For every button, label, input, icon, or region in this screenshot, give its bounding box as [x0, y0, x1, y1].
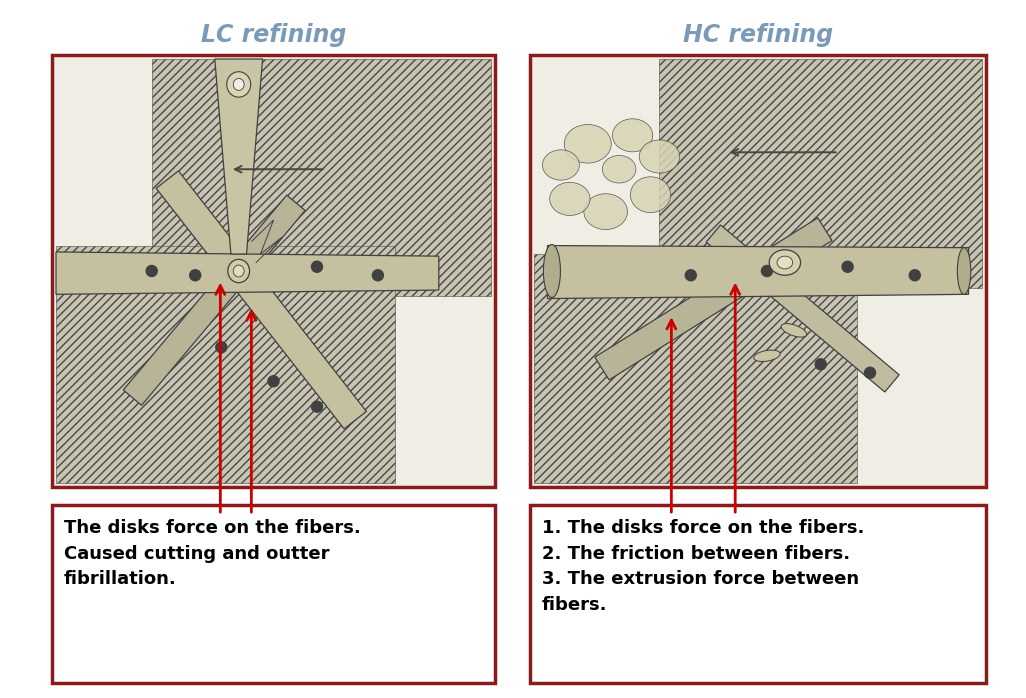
Circle shape — [372, 269, 384, 281]
Polygon shape — [660, 59, 982, 288]
Ellipse shape — [544, 244, 560, 297]
Ellipse shape — [602, 156, 636, 183]
Ellipse shape — [957, 248, 971, 295]
Circle shape — [761, 265, 773, 276]
Ellipse shape — [613, 119, 653, 152]
Ellipse shape — [233, 265, 244, 277]
Ellipse shape — [781, 324, 806, 337]
Circle shape — [816, 359, 826, 370]
Text: HC refining: HC refining — [683, 23, 833, 47]
Bar — [56, 59, 491, 483]
Ellipse shape — [228, 260, 249, 283]
Bar — [530, 505, 986, 683]
Bar — [52, 55, 495, 487]
Circle shape — [909, 269, 920, 281]
Polygon shape — [152, 59, 491, 297]
Polygon shape — [706, 225, 899, 392]
Circle shape — [268, 376, 279, 387]
Polygon shape — [548, 246, 969, 299]
Circle shape — [312, 261, 322, 272]
Polygon shape — [214, 59, 263, 254]
Circle shape — [865, 367, 875, 378]
Circle shape — [685, 269, 697, 281]
Polygon shape — [123, 195, 305, 406]
Ellipse shape — [639, 140, 679, 173]
Ellipse shape — [584, 194, 628, 230]
Circle shape — [215, 342, 227, 352]
Polygon shape — [156, 171, 366, 429]
Bar — [52, 505, 495, 683]
Polygon shape — [595, 218, 832, 380]
Ellipse shape — [770, 250, 800, 275]
Ellipse shape — [550, 182, 590, 216]
Polygon shape — [534, 254, 857, 483]
Bar — [530, 55, 986, 487]
Ellipse shape — [754, 350, 780, 362]
Ellipse shape — [630, 177, 671, 213]
Text: The disks force on the fibers.
Caused cutting and outter
fibrillation.: The disks force on the fibers. Caused cu… — [64, 519, 361, 588]
Ellipse shape — [543, 150, 580, 180]
Circle shape — [842, 261, 853, 272]
Ellipse shape — [777, 256, 793, 269]
Polygon shape — [56, 246, 395, 483]
Ellipse shape — [564, 124, 611, 163]
Circle shape — [146, 265, 157, 276]
Polygon shape — [56, 252, 439, 295]
Circle shape — [190, 269, 201, 281]
Bar — [534, 59, 982, 483]
Ellipse shape — [233, 78, 244, 90]
Text: 1. The disks force on the fibers.
2. The friction between fibers.
3. The extrusi: 1. The disks force on the fibers. 2. The… — [542, 519, 864, 614]
Circle shape — [312, 401, 322, 413]
Ellipse shape — [227, 72, 250, 97]
Text: LC refining: LC refining — [201, 23, 346, 47]
